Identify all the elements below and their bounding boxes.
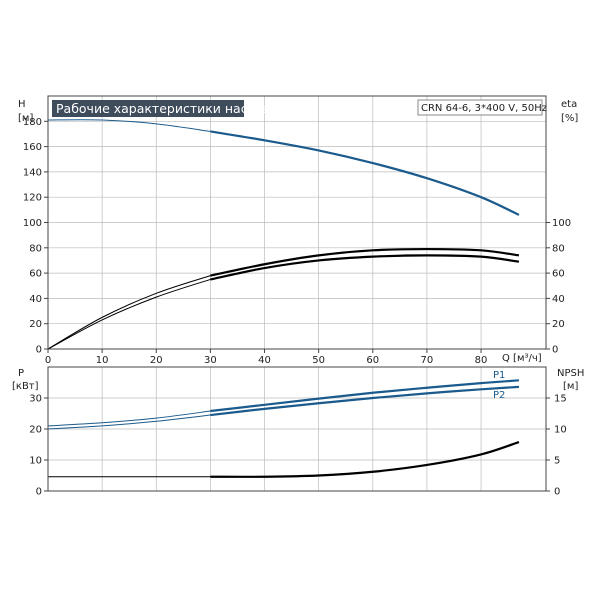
model-label: CRN 64-6, 3*400 V, 50Hz — [421, 103, 547, 114]
bottom-plot-grid — [48, 367, 546, 491]
x-tick-label: 70 — [421, 355, 434, 366]
x-tick-label: 30 — [204, 355, 217, 366]
x-tick-label: 40 — [258, 355, 271, 366]
top-series-1-thin — [47, 278, 211, 350]
top-series-0-thin — [47, 119, 211, 132]
y-right-tick-label: 100 — [552, 218, 571, 229]
y-left-tick-label: 140 — [23, 167, 42, 178]
y-left-tick-label: 180 — [23, 117, 42, 128]
top-series-0-bold — [210, 130, 520, 216]
y-right-tick-label: 20 — [552, 319, 565, 330]
y-right-unit-bottom: [м] — [563, 381, 578, 392]
y-right-tick-label: 60 — [552, 269, 565, 280]
top-plot-curves — [47, 119, 520, 350]
x-tick-label: 80 — [475, 355, 488, 366]
top-series-2-bold — [210, 247, 520, 277]
npsh-curve-bold — [210, 440, 520, 478]
p-tick-label: 30 — [29, 394, 42, 405]
y-right-label-bottom: NPSH — [557, 368, 584, 379]
npsh-tick-label: 0 — [554, 487, 560, 498]
chart-title: Рабочие характеристики насоса — [56, 101, 270, 116]
y-left-tick-label: 160 — [23, 142, 42, 153]
bottom-plot-curves — [47, 379, 520, 478]
y-right-label-top: eta — [561, 99, 577, 110]
top-series-1-bold — [210, 254, 520, 281]
y-left-tick-label: 100 — [23, 218, 42, 229]
y-right-tick-label: 0 — [552, 345, 558, 356]
y-left-unit-bottom: [кВт] — [12, 381, 39, 392]
y-left-tick-label: 0 — [36, 345, 42, 356]
p1-curve-bold — [210, 379, 520, 413]
p-tick-label: 10 — [29, 456, 42, 467]
p1-label: P1 — [493, 370, 505, 381]
y-left-tick-label: 120 — [23, 193, 42, 204]
y-left-tick-label: 80 — [29, 243, 42, 254]
x-tick-label: 50 — [312, 355, 325, 366]
y-right-tick-label: 80 — [552, 243, 565, 254]
p-tick-label: 0 — [36, 487, 42, 498]
npsh-tick-label: 5 — [554, 456, 560, 467]
y-left-label-bottom: P — [18, 368, 24, 379]
y-left-unit-top: [м] — [18, 113, 33, 124]
p2-label: P2 — [493, 390, 505, 401]
x-tick-label: 20 — [150, 355, 163, 366]
p2-curve-bold — [210, 385, 520, 417]
p2-curve-thin — [47, 414, 211, 430]
y-left-label-top: H — [18, 99, 26, 110]
x-tick-label: 60 — [366, 355, 379, 366]
top-plot-frame — [47, 95, 547, 350]
npsh-tick-label: 15 — [554, 394, 567, 405]
y-left-tick-label: 60 — [29, 269, 42, 280]
y-right-unit-top: [%] — [561, 113, 578, 124]
x-axis-label: Q [м³/ч] — [502, 353, 542, 364]
top-plot-grid — [48, 96, 546, 349]
bottom-plot-frame — [47, 366, 547, 492]
x-tick-label: 0 — [45, 355, 51, 366]
x-tick-label: 10 — [96, 355, 109, 366]
y-right-tick-label: 40 — [552, 294, 565, 305]
title-banner — [52, 100, 244, 117]
y-left-tick-label: 20 — [29, 319, 42, 330]
p1-curve-thin — [47, 410, 211, 427]
npsh-tick-label: 10 — [554, 425, 567, 436]
y-left-tick-label: 40 — [29, 294, 42, 305]
p-tick-label: 20 — [29, 425, 42, 436]
model-box — [417, 99, 543, 116]
top-series-2-thin — [47, 275, 211, 350]
axis-ticks: 0 10 20 30 40 50 60 70 8002040608010012014016018… — [23, 117, 571, 498]
